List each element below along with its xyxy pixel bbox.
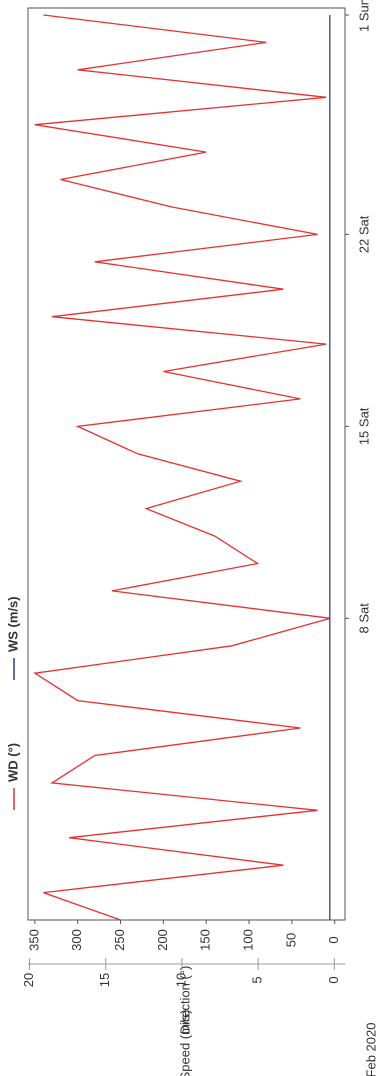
y-tick-label: 200 — [155, 929, 170, 951]
legend-label: WD (°) — [5, 743, 20, 782]
y-tick-label: 100 — [240, 929, 255, 951]
y2-axis-label: Speed (m/s) — [177, 1010, 192, 1076]
y-tick-label: 250 — [112, 929, 127, 951]
x-tick-label: 15 Sat — [356, 407, 371, 445]
y2-tick-label: 15 — [97, 973, 112, 987]
y2-tick-label: 0 — [326, 976, 341, 983]
rotated-chart: Feb 2020 Direction (°) Speed (m/s) 05010… — [5, 0, 378, 1076]
y2-tick-label: 10 — [173, 973, 188, 987]
series-line — [33, 14, 331, 921]
y-tick-label: 0 — [326, 936, 341, 943]
plot-frame — [27, 7, 346, 921]
y-axis-label: Direction (°) — [177, 966, 192, 1035]
y-tick-label: 50 — [283, 933, 298, 947]
x-tick-label: 8 Sat — [356, 603, 371, 634]
period-label: Feb 2020 — [363, 1023, 378, 1076]
x-tick-label: 1 Sun — [356, 0, 371, 32]
x-tick-label: 22 Sat — [356, 215, 371, 253]
legend-label: WS (m/s) — [5, 596, 20, 652]
y-tick-label: 300 — [69, 929, 84, 951]
y-tick-label: 150 — [198, 929, 213, 951]
y2-tick-label: 20 — [21, 973, 36, 987]
y-tick-label: 350 — [26, 929, 41, 951]
y2-tick-label: 5 — [250, 976, 265, 983]
